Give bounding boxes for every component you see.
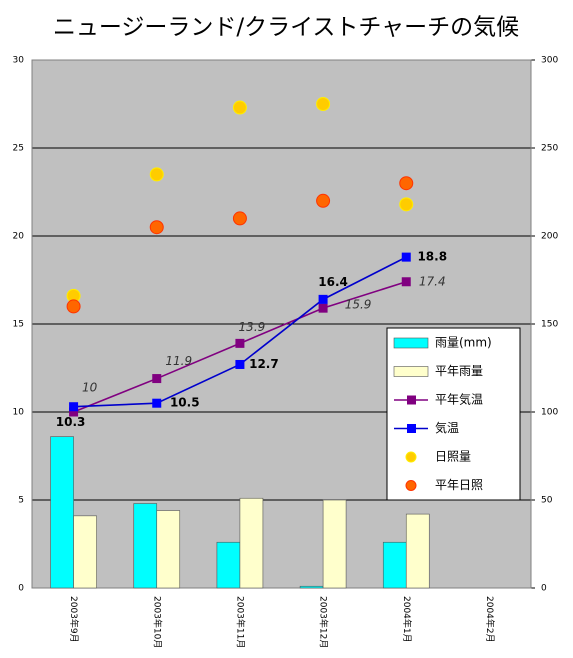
legend-label: 雨量(mm) xyxy=(435,336,492,350)
legend-swatch xyxy=(393,366,429,377)
point xyxy=(66,299,81,314)
data-label: 15.9 xyxy=(345,298,372,312)
y2-tick-label: 100 xyxy=(541,408,558,418)
legend-label: 平年日照 xyxy=(435,478,483,492)
data-label: 11.9 xyxy=(165,354,192,368)
x-tick-label: 2003年12月 xyxy=(318,596,330,648)
bar xyxy=(405,513,430,589)
data-label: 16.4 xyxy=(318,275,348,289)
marker xyxy=(318,294,328,304)
y2-tick-label: 0 xyxy=(541,584,547,594)
y-tick-label: 25 xyxy=(13,144,24,154)
y2-tick-label: 50 xyxy=(541,496,553,506)
y-tick-label: 30 xyxy=(13,56,25,66)
y2-tick-label: 300 xyxy=(541,56,558,66)
data-label: 10 xyxy=(82,381,98,395)
marker xyxy=(69,402,79,412)
legend-label: 平年雨量 xyxy=(435,364,483,378)
legend-swatch xyxy=(407,424,416,433)
legend-swatch xyxy=(405,480,417,491)
legend-swatch xyxy=(393,337,429,349)
point xyxy=(232,100,247,115)
bar xyxy=(216,541,241,589)
legend-label: 気温 xyxy=(435,420,459,435)
y-tick-label: 0 xyxy=(18,584,24,594)
bar xyxy=(133,503,158,589)
x-tick-label: 2003年10月 xyxy=(151,596,163,648)
y2-tick-label: 250 xyxy=(541,144,558,154)
point xyxy=(316,97,331,111)
data-label: 10.3 xyxy=(56,415,86,429)
y2-tick-label: 200 xyxy=(541,232,558,242)
data-label: 12.7 xyxy=(249,357,279,371)
x-tick-label: 2003年11月 xyxy=(234,596,246,648)
marker xyxy=(69,407,79,417)
marker xyxy=(318,303,328,313)
bar xyxy=(73,515,97,589)
legend-swatch xyxy=(405,451,417,463)
bar xyxy=(50,436,74,589)
marker xyxy=(152,398,162,408)
x-tick-label: 2004年2月 xyxy=(484,596,496,643)
y2-tick-label: 150 xyxy=(541,320,558,330)
bar xyxy=(322,499,347,589)
y-tick-label: 5 xyxy=(18,496,24,506)
point xyxy=(316,193,331,208)
legend-swatch xyxy=(407,395,416,405)
data-label: 18.8 xyxy=(417,250,447,264)
point xyxy=(149,220,164,235)
x-tick-label: 2003年9月 xyxy=(68,596,80,643)
plot-border xyxy=(31,59,532,589)
legend-label: 平年気温 xyxy=(435,392,483,407)
marker xyxy=(401,252,411,262)
marker xyxy=(401,277,411,287)
y-tick-label: 15 xyxy=(13,320,24,330)
marker xyxy=(235,338,245,348)
point xyxy=(399,197,414,212)
bar xyxy=(299,585,324,589)
marker xyxy=(235,359,245,369)
x-tick-label: 2004年1月 xyxy=(401,596,413,643)
bar xyxy=(382,541,407,589)
legend-box xyxy=(386,327,521,501)
y-tick-label: 20 xyxy=(13,232,25,242)
data-label: 17.4 xyxy=(419,274,446,288)
y-tick-label: 10 xyxy=(13,408,25,418)
point xyxy=(232,211,247,226)
point xyxy=(399,176,414,191)
chart-title: ニュージーランド/クライストチャーチの気候 xyxy=(53,15,519,41)
bar xyxy=(239,497,264,589)
data-label: 13.9 xyxy=(239,320,266,334)
marker xyxy=(152,374,162,384)
bar xyxy=(156,510,181,589)
data-label: 10.5 xyxy=(170,396,200,410)
legend-label: 日照量 xyxy=(435,450,471,464)
point xyxy=(149,167,164,182)
